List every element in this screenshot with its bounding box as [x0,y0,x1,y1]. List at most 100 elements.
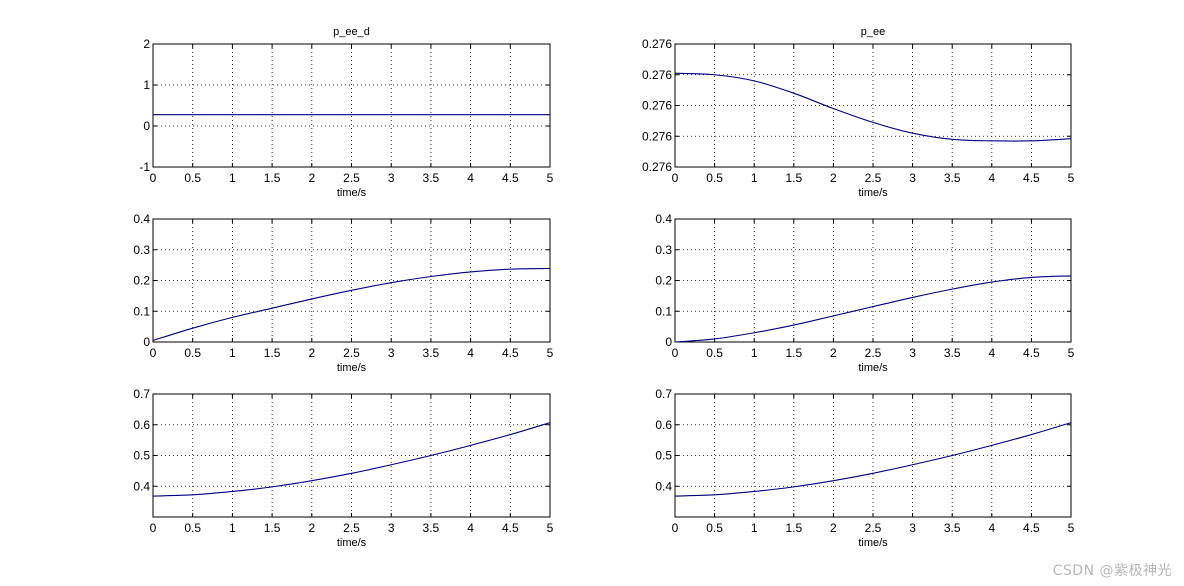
x-tick-label: 3 [909,171,916,185]
x-tick-label: 0 [150,171,157,185]
y-tick-label: 0.2 [655,274,672,288]
series-line-1 [674,422,1072,497]
x-tick-label: 0.5 [706,171,723,185]
x-tick-label: 1 [229,346,236,360]
x-tick-label: 3 [909,521,916,535]
y-tick-label: 0.2 [133,274,150,288]
x-tick-label: 1 [751,171,758,185]
x-tick-label: 4.5 [1023,346,1040,360]
y-tick-label: 1 [143,78,150,92]
y-tick-label: 0 [665,335,672,349]
x-tick-label: 0 [150,521,157,535]
x-axis-label: time/s [858,187,888,199]
series-line-1 [674,72,1072,142]
y-tick-label: 0.276 [642,160,672,174]
x-tick-label: 0 [672,171,679,185]
x-tick-label: 0 [150,346,157,360]
x-tick-label: 2 [830,346,837,360]
x-tick-label: 2 [308,346,315,360]
x-tick-label: 2 [830,521,837,535]
x-tick-label: 2.5 [865,521,882,535]
x-tick-label: 2.5 [865,171,882,185]
x-tick-label: 1.5 [785,171,802,185]
y-tick-label: 0.5 [133,449,150,463]
x-tick-label: 1 [229,171,236,185]
x-tick-label: 2 [308,171,315,185]
x-axis-label: time/s [337,187,367,199]
y-tick-label: -1 [139,160,150,174]
y-tick-label: 0.4 [655,212,672,226]
x-tick-label: 4 [988,171,995,185]
x-tick-label: 4.5 [1023,521,1040,535]
x-tick-label: 4.5 [502,171,519,185]
x-tick-label: 3.5 [944,171,961,185]
x-tick-label: 4.5 [502,521,519,535]
x-tick-label: 2 [830,171,837,185]
axes-box [152,218,551,343]
series-line-1 [674,275,1072,343]
x-tick-label: 4 [467,171,474,185]
x-tick-label: 3.5 [944,346,961,360]
y-tick-label: 0.1 [655,304,672,318]
x-tick-label: 3 [388,171,395,185]
subplot-title: p_ee_d [333,26,370,38]
axes-box [152,393,551,518]
x-tick-label: 0.5 [184,171,201,185]
y-tick-label: 0.4 [133,212,150,226]
x-tick-label: 2.5 [865,346,882,360]
axes-box [674,218,1072,343]
x-tick-label: 4 [467,521,474,535]
x-tick-label: 1 [751,521,758,535]
x-tick-label: 2.5 [343,521,360,535]
y-tick-label: 0.5 [655,449,672,463]
subplot-6: 0 0.5 1 1.5 2 2.5 3 3.5 4 4.5 5 0.4 0.5 0.6 0.7 time/s [655,387,1074,549]
y-tick-label: 0.3 [133,243,150,257]
x-tick-label: 3.5 [944,521,961,535]
x-tick-label: 4 [988,521,995,535]
x-tick-label: 0.5 [184,521,201,535]
x-tick-label: 1.5 [264,521,281,535]
subplot-5: 0 0.5 1 1.5 2 2.5 3 3.5 4 4.5 5 0.4 0.5 0.6 0.7 time/s [133,387,553,549]
x-tick-label: 5 [547,171,554,185]
y-tick-label: 0.276 [642,99,672,113]
subplot-4: 0 0.5 1 1.5 2 2.5 3 3.5 4 4.5 5 0 0.1 0.2 0.3 0.4 time/s [655,212,1074,374]
y-tick-label: 0.276 [642,68,672,82]
y-tick-label: 0.276 [642,37,672,51]
x-tick-label: 3 [388,521,395,535]
x-tick-label: 4.5 [502,346,519,360]
x-tick-label: 4 [988,346,995,360]
x-tick-label: 2 [308,521,315,535]
y-tick-label: 0.4 [655,479,672,493]
y-tick-label: 0.3 [655,243,672,257]
x-tick-label: 0 [672,346,679,360]
axes-box [674,43,1072,168]
x-tick-label: 4 [467,346,474,360]
x-tick-label: 1.5 [264,171,281,185]
x-axis-label: time/s [337,537,367,549]
x-tick-label: 1.5 [264,346,281,360]
axes-box [152,43,551,168]
x-tick-label: 2.5 [343,171,360,185]
y-tick-label: 0.7 [133,387,150,401]
series-line-1 [152,267,551,341]
axes-box [674,393,1072,518]
x-tick-label: 3.5 [423,521,440,535]
x-tick-label: 3.5 [423,346,440,360]
x-tick-label: 1 [229,521,236,535]
x-tick-label: 5 [547,346,554,360]
x-tick-label: 5 [1068,521,1075,535]
x-axis-label: time/s [858,362,888,374]
x-tick-label: 4.5 [1023,171,1040,185]
y-tick-label: 0.1 [133,304,150,318]
y-tick-label: 0.276 [642,129,672,143]
x-tick-label: 0.5 [706,521,723,535]
x-tick-label: 0.5 [706,346,723,360]
y-tick-label: 0 [143,119,150,133]
x-tick-label: 5 [1068,346,1075,360]
subplot-3: 0 0.5 1 1.5 2 2.5 3 3.5 4 4.5 5 0 0.1 0.2 0.3 0.4 time/s [133,212,553,374]
x-tick-label: 2.5 [343,346,360,360]
x-tick-label: 1 [751,346,758,360]
x-tick-label: 1.5 [785,346,802,360]
